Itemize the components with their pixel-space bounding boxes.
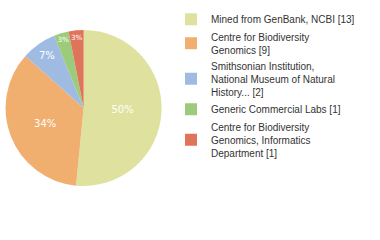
svg-text:3%: 3%	[58, 35, 70, 44]
svg-text:34%: 34%	[34, 118, 56, 129]
svg-text:Mined from GenBank, NCBI [13]: Mined from GenBank, NCBI [13]	[211, 14, 355, 25]
svg-text:7%: 7%	[39, 50, 55, 61]
svg-text:Centre for BiodiversityGenomic: Centre for BiodiversityGenomics [9]	[211, 32, 309, 56]
svg-text:Centre for BiodiversityGenomic: Centre for BiodiversityGenomics, Informa…	[211, 122, 310, 159]
svg-text:3%: 3%	[71, 33, 83, 42]
svg-text:Smithsonian Institution,Nation: Smithsonian Institution,National Museum …	[211, 61, 335, 98]
svg-text:50%: 50%	[111, 104, 133, 115]
svg-text:Generic Commercial Labs [1]: Generic Commercial Labs [1]	[211, 104, 341, 115]
